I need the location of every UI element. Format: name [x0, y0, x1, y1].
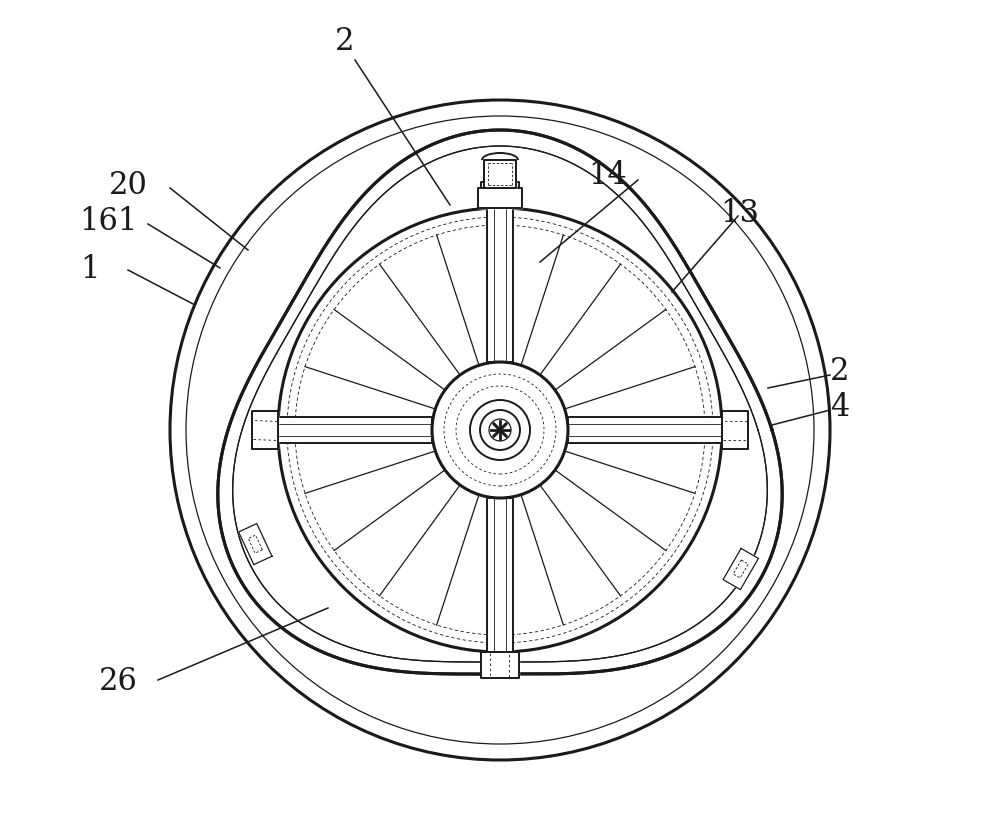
Polygon shape — [723, 549, 758, 590]
Polygon shape — [487, 208, 513, 362]
Text: 20: 20 — [109, 169, 147, 200]
Polygon shape — [239, 524, 272, 564]
Polygon shape — [487, 498, 513, 652]
Polygon shape — [722, 411, 748, 449]
Polygon shape — [484, 160, 516, 188]
Polygon shape — [481, 182, 519, 208]
Polygon shape — [481, 652, 519, 678]
Text: 2: 2 — [335, 26, 355, 58]
Polygon shape — [252, 411, 278, 449]
Text: 1: 1 — [80, 254, 100, 285]
Polygon shape — [278, 417, 432, 443]
Polygon shape — [478, 188, 522, 208]
Text: 2: 2 — [830, 356, 850, 388]
Text: 14: 14 — [589, 159, 627, 191]
Text: 13: 13 — [720, 197, 760, 229]
Text: 161: 161 — [79, 206, 137, 238]
Polygon shape — [568, 417, 722, 443]
Text: 26: 26 — [99, 667, 137, 697]
Polygon shape — [234, 147, 766, 661]
Text: 4: 4 — [830, 393, 850, 423]
